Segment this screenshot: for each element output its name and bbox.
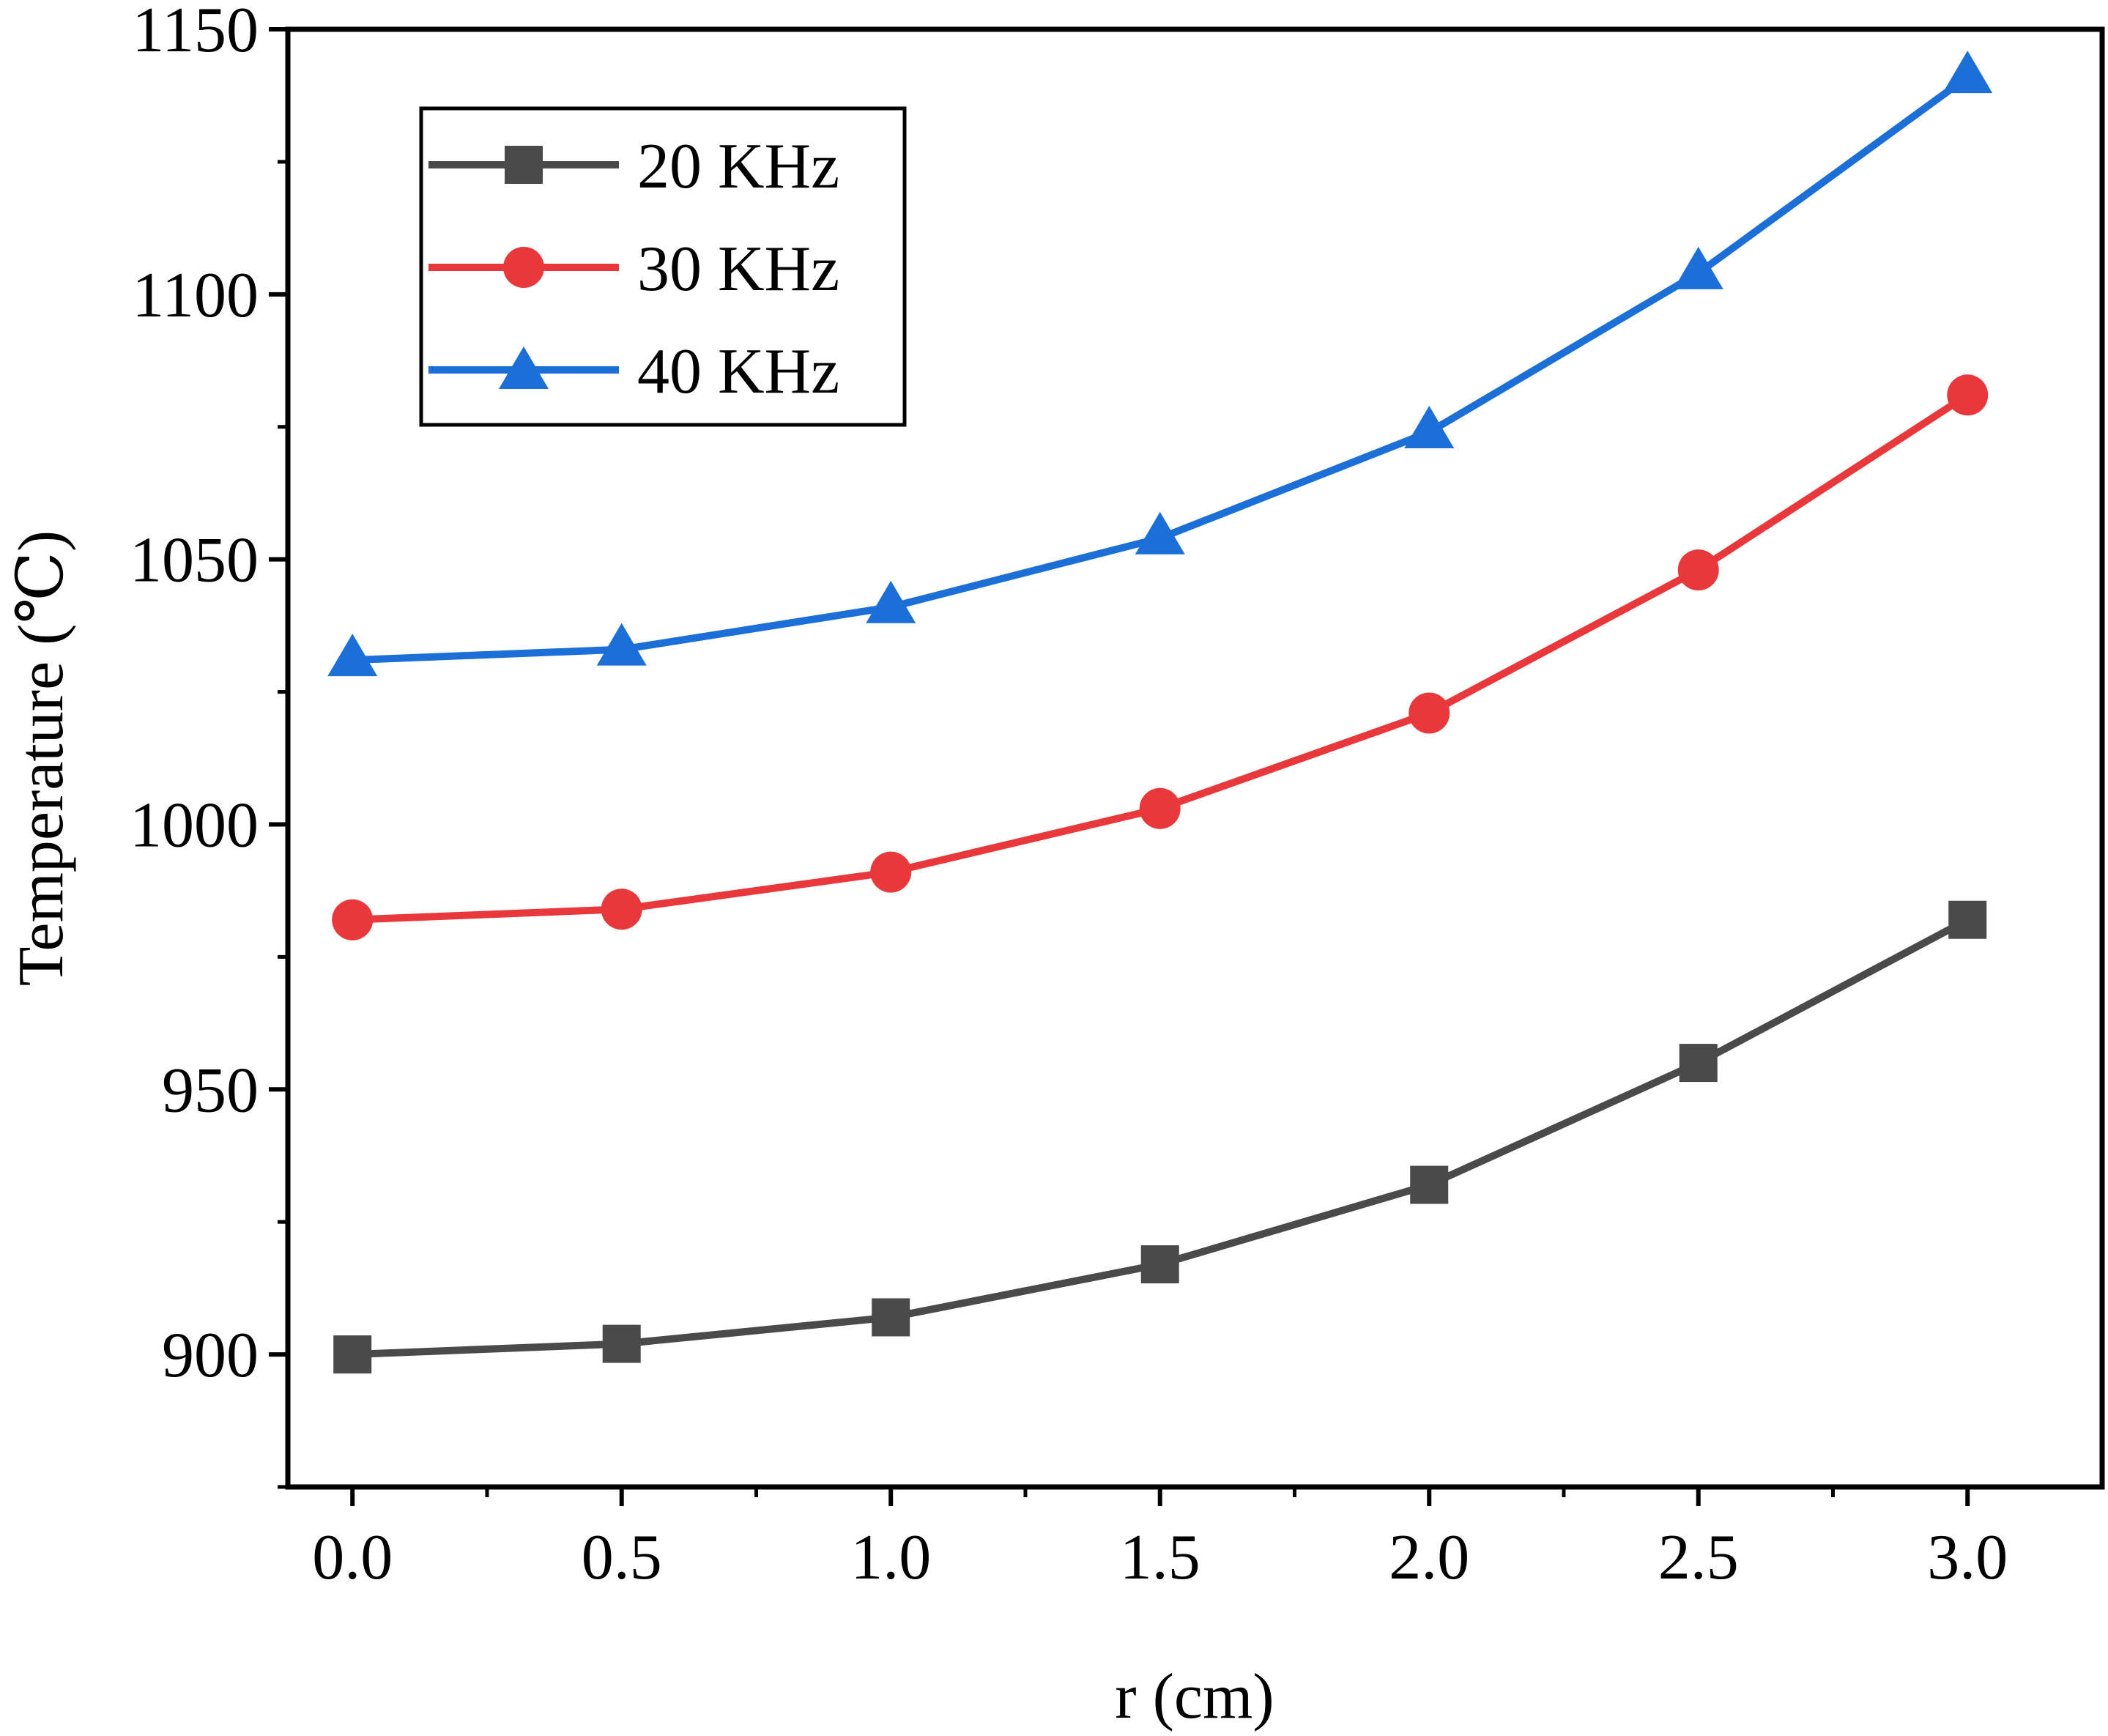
data-point-triangle	[1404, 405, 1455, 448]
series-line	[352, 916, 1970, 1359]
data-point-circle	[1409, 692, 1450, 734]
data-point-square	[602, 1324, 641, 1363]
y-tick-label: 1050	[130, 525, 259, 596]
data-point-square	[872, 1298, 910, 1337]
legend-entry-40khz: 40 KHz	[428, 336, 839, 407]
legend-label-20khz: 20 KHz	[637, 131, 839, 202]
data-point-circle	[332, 899, 374, 941]
y-tick-label: 1000	[130, 790, 259, 861]
x-tick-labels: 0.0 0.5 1.0 1.5 2.0 2.5 3.0	[312, 1522, 2008, 1593]
data-point-circle	[870, 851, 912, 893]
data-point-square	[1948, 900, 1987, 939]
data-point-triangle	[327, 634, 378, 677]
series-line	[352, 392, 1970, 924]
y-tick-labels: 900 950 1000 1050 1100 1150	[130, 0, 259, 1391]
data-point-circle	[1677, 549, 1719, 591]
legend-circle-marker-icon	[503, 247, 544, 288]
series-layer	[327, 51, 1993, 1374]
series-20-khz	[333, 900, 1987, 1374]
x-axis-title: r (cm)	[1115, 1661, 1274, 1732]
legend: 20 KHz 30 KHz 40 KHz	[419, 106, 907, 427]
ticks-layer	[269, 27, 1970, 1506]
data-point-circle	[1139, 787, 1181, 829]
legend-label-40khz: 40 KHz	[637, 336, 839, 407]
data-point-triangle	[1135, 511, 1185, 554]
data-point-square	[1140, 1245, 1179, 1284]
series-30-khz	[332, 374, 1989, 941]
y-tick-label: 1100	[132, 260, 259, 331]
legend-label-30khz: 30 KHz	[637, 234, 839, 305]
data-point-square	[333, 1335, 372, 1374]
y-axis-title: Temperature (℃)	[6, 530, 77, 986]
data-point-circle	[601, 889, 642, 930]
data-point-triangle	[1942, 51, 1993, 94]
legend-entry-20khz: 20 KHz	[428, 131, 839, 202]
y-tick-label: 950	[162, 1055, 259, 1126]
y-tick-label: 1150	[132, 0, 259, 66]
data-point-square	[1410, 1165, 1449, 1204]
data-point-triangle	[596, 623, 647, 666]
y-tick-label: 900	[162, 1320, 259, 1391]
x-tick-label: 2.5	[1658, 1522, 1739, 1593]
x-tick-label: 0.0	[312, 1522, 393, 1593]
data-point-square	[1679, 1044, 1718, 1083]
x-tick-label: 3.0	[1927, 1522, 2008, 1593]
x-tick-label: 1.0	[850, 1522, 931, 1593]
data-point-triangle	[1673, 246, 1723, 289]
data-point-circle	[1947, 374, 1989, 416]
x-tick-label: 1.5	[1120, 1522, 1200, 1593]
series-40-khz	[327, 51, 1993, 677]
legend-entry-30khz: 30 KHz	[428, 234, 839, 305]
data-point-triangle	[866, 580, 916, 623]
legend-triangle-marker-icon	[499, 346, 549, 389]
plot-frame	[285, 26, 2105, 1490]
x-tick-label: 0.5	[582, 1522, 662, 1593]
x-tick-label: 2.0	[1389, 1522, 1469, 1593]
legend-square-marker-icon	[505, 146, 543, 184]
